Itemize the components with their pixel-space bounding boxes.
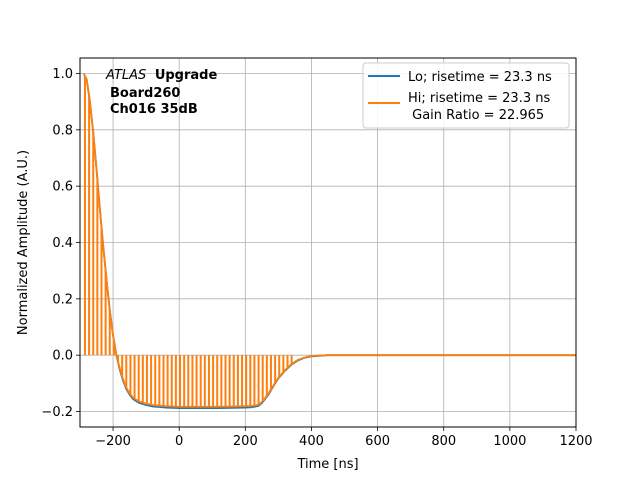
x-tick-label: 1200 [559,434,592,449]
x-axis-label: Time [ns] [296,457,358,472]
x-tick-label: 1000 [493,434,526,449]
series-hi-line [82,73,576,408]
legend-label-hi-line: Gain Ratio = 22.965 [408,108,544,123]
legend: Lo; risetime = 23.3 ns Hi; risetime = 23… [362,62,570,129]
x-tick-label: 200 [233,434,258,449]
y-tick-label: 0.0 [52,349,73,364]
x-tick-label: 800 [431,434,456,449]
legend-label-hi-line: Hi; risetime = 23.3 ns [408,91,550,106]
atlas-annotation: ATLAS Upgrade Board260 Ch016 35dB [105,68,217,117]
y-tick-label: 1.0 [52,67,73,82]
annotation-line-2: Board260 [110,86,180,101]
y-axis-label: Normalized Amplitude (A.U.) [16,150,31,335]
series-layer [82,73,576,410]
y-tick-label: −0.2 [41,405,73,420]
legend-label-hi: Hi; risetime = 23.3 ns Gain Ratio = 22.9… [408,91,550,123]
y-tick-label: 0.8 [52,123,73,138]
legend-label-lo: Lo; risetime = 23.3 ns [408,70,552,85]
x-tick-label: 600 [365,434,390,449]
annotation-bold: Upgrade [155,68,218,83]
series-hi-spikes [83,75,293,407]
axis-ticks: −200 0 200 400 600 800 1000 1200 −0.2 0.0 0.2 0.4 0.… [41,67,592,449]
y-tick-label: 0.6 [52,180,73,195]
legend-box [362,62,570,129]
y-tick-label: 0.2 [52,292,73,307]
annotation-italic: ATLAS [105,68,146,83]
y-tick-label: 0.4 [52,236,73,251]
x-tick-label: −200 [95,434,131,449]
annotation-line-3: Ch016 35dB [110,102,198,117]
annotation-line-1: ATLAS Upgrade [105,68,217,83]
x-tick-label: 0 [175,434,183,449]
x-tick-label: 400 [299,434,324,449]
